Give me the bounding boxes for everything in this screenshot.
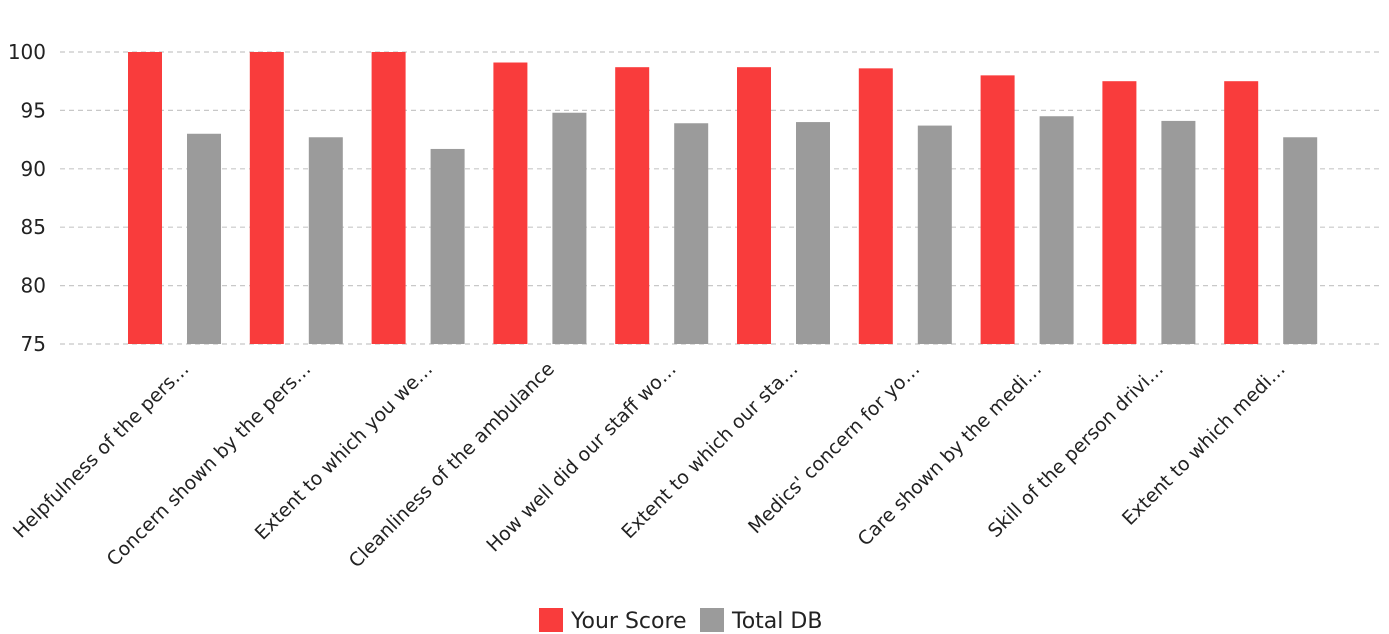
bar-your-score xyxy=(493,62,528,345)
bar-total-db xyxy=(1161,120,1196,344)
bar-your-score xyxy=(1224,81,1259,344)
bar-total-db xyxy=(796,122,830,344)
bar-total-db xyxy=(674,123,709,344)
legend-label: Your Score xyxy=(570,609,687,634)
bar-total-db xyxy=(187,133,221,344)
bar-your-score xyxy=(615,67,650,345)
bars xyxy=(128,52,1318,345)
y-tick-label: 90 xyxy=(21,157,46,181)
legend-label: Total DB xyxy=(731,609,822,634)
bar-total-db xyxy=(308,137,343,344)
bar-total-db xyxy=(552,112,587,345)
bar-total-db xyxy=(1283,137,1318,344)
y-tick-label: 85 xyxy=(21,215,46,239)
y-tick-label: 100 xyxy=(8,40,46,64)
y-axis-ticks: 75 80 85 90 95 100 xyxy=(8,40,46,356)
x-tick-label: Concern shown by the pers… xyxy=(103,358,316,571)
bar-your-score xyxy=(249,52,284,344)
y-tick-label: 95 xyxy=(21,98,46,122)
y-tick-label: 80 xyxy=(21,274,46,298)
bar-your-score xyxy=(737,67,771,345)
y-tick-label: 75 xyxy=(21,332,46,356)
bar-your-score xyxy=(371,52,406,344)
bar-your-score xyxy=(980,75,1015,345)
bar-total-db xyxy=(1039,116,1074,345)
x-tick-label: How well did our staff wo… xyxy=(482,358,680,556)
bar-your-score xyxy=(128,52,162,344)
legend: Your Score Total DB xyxy=(539,608,822,634)
legend-swatch xyxy=(539,608,563,632)
bar-your-score xyxy=(1102,81,1137,344)
x-tick-label: Cleanliness of the ambulance xyxy=(345,358,559,572)
bar-total-db xyxy=(430,148,465,344)
bar-total-db xyxy=(917,125,952,344)
legend-swatch xyxy=(700,608,724,632)
x-axis-labels: Helpfulness of the pers…Concern shown by… xyxy=(9,358,1290,572)
bar-your-score xyxy=(858,68,893,345)
